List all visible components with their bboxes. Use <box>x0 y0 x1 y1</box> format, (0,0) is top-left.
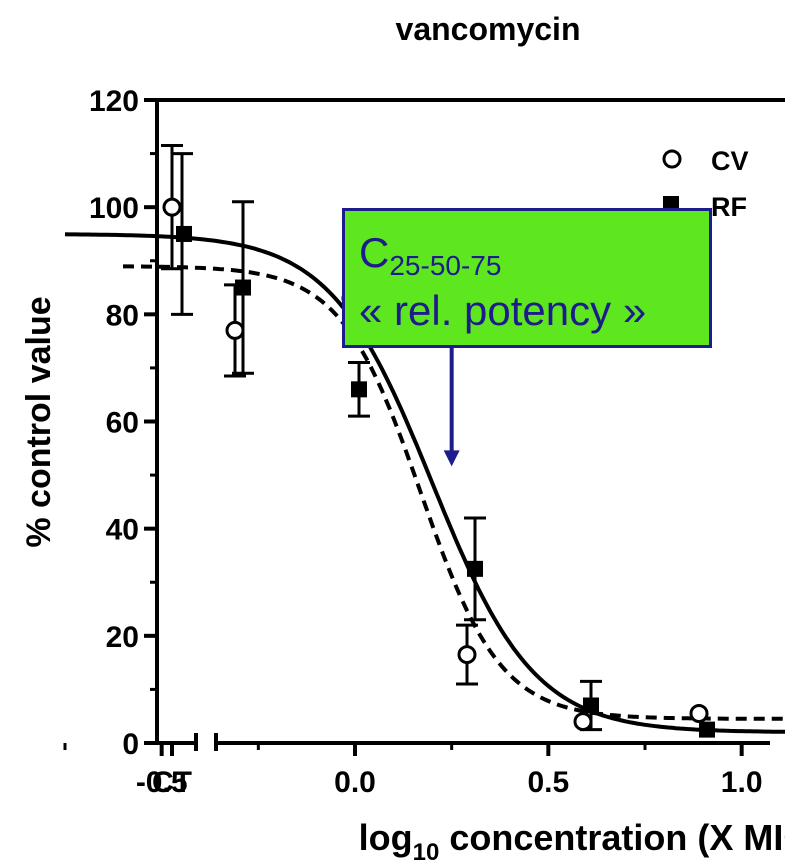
data-point-cv-control <box>162 197 182 217</box>
data-point-cv <box>573 712 593 732</box>
legend-cv-label: CV <box>711 146 749 176</box>
data-point-rf <box>699 721 716 738</box>
y-tick-label: 0 <box>122 728 139 761</box>
data-point-rf-control <box>176 225 192 242</box>
y-tick-label: 120 <box>89 85 139 118</box>
data-point-rf <box>467 560 484 577</box>
x-tick-label: 0.5 <box>527 766 569 799</box>
y-tick-label: 80 <box>106 299 139 332</box>
fit-curve-rf <box>64 232 785 734</box>
chart-title: vancomycin <box>396 11 581 47</box>
legend-rf-label: RF <box>711 192 747 222</box>
x-tick-label: 0.0 <box>334 766 376 799</box>
data-point-cv <box>225 320 245 340</box>
legend: CV RF <box>662 146 749 222</box>
data-point-rf <box>234 279 251 296</box>
y-tick-label: 40 <box>106 514 139 547</box>
annotation-line-2: « rel. potency » <box>359 287 647 334</box>
y-axis-label: % control value <box>20 296 58 547</box>
x-axis-label: log10 concentration (X MIC) <box>359 817 785 866</box>
y-tick-label: 20 <box>106 621 139 654</box>
annotation-line-1: C25-50-75 <box>359 229 502 281</box>
y-tick-label: 100 <box>89 192 139 225</box>
data-point-rf <box>583 697 600 714</box>
data-point-cv <box>457 645 477 665</box>
legend-cv-marker <box>662 149 682 169</box>
annotation-box: C25-50-75 « rel. potency » <box>342 208 712 348</box>
x-tick-label: 1.0 <box>721 766 763 799</box>
y-tick-label: 60 <box>106 407 139 440</box>
data-point-rf <box>351 381 367 398</box>
x-tick-label-control: CT <box>152 766 192 799</box>
data-point-cv <box>689 704 709 724</box>
x-tick-label: -0.5 <box>136 766 188 799</box>
